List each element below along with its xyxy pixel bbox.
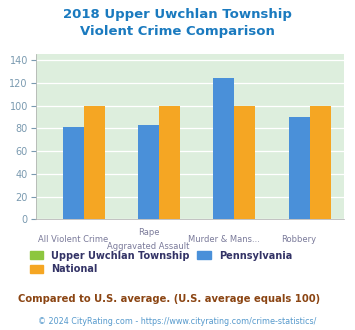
Text: All Violent Crime: All Violent Crime: [38, 235, 108, 244]
Bar: [310, 106, 331, 219]
Bar: [84, 106, 105, 219]
Legend: Upper Uwchlan Township, National, Pennsylvania: Upper Uwchlan Township, National, Pennsy…: [30, 250, 292, 274]
Bar: [213, 78, 234, 219]
Text: Murder & Mans...: Murder & Mans...: [188, 235, 260, 244]
Text: 2018 Upper Uwchlan Township
Violent Crime Comparison: 2018 Upper Uwchlan Township Violent Crim…: [63, 8, 292, 38]
Text: © 2024 CityRating.com - https://www.cityrating.com/crime-statistics/: © 2024 CityRating.com - https://www.city…: [38, 317, 317, 326]
Bar: [234, 106, 256, 219]
Bar: [138, 125, 159, 219]
Bar: [289, 117, 310, 219]
Text: Robbery: Robbery: [282, 235, 317, 244]
Text: Compared to U.S. average. (U.S. average equals 100): Compared to U.S. average. (U.S. average …: [18, 294, 320, 304]
Text: Rape: Rape: [138, 228, 159, 237]
Text: Aggravated Assault: Aggravated Assault: [107, 242, 190, 251]
Bar: [159, 106, 180, 219]
Bar: [62, 127, 84, 219]
